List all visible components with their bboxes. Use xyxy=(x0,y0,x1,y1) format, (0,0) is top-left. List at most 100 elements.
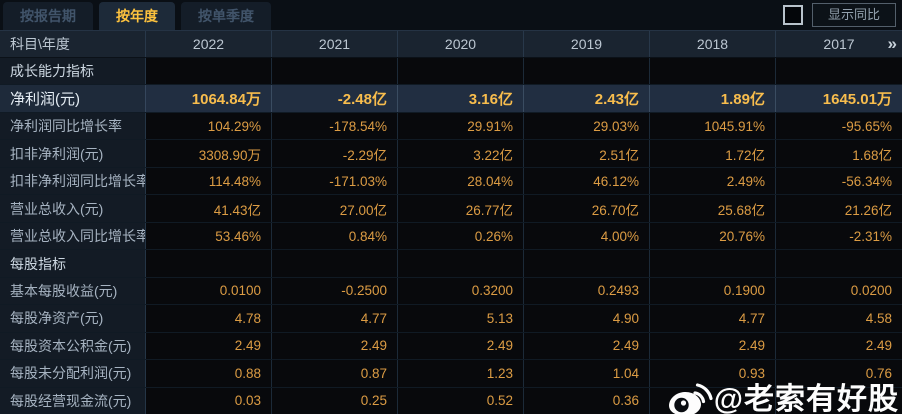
data-row: 每股未分配利润(元) 0.88 0.87 1.23 1.04 0.93 0.76 xyxy=(0,360,902,388)
value-cell: 27.00亿 xyxy=(272,195,398,222)
value-cell: 0.2493 xyxy=(524,277,650,305)
value-cell: 0.84% xyxy=(272,222,398,250)
value-cell: 2.49 xyxy=(146,332,272,360)
value-cell: 0.87 xyxy=(272,360,398,387)
value-cell: 104.29% xyxy=(146,112,272,140)
value-cell: 1045.91% xyxy=(650,112,776,140)
value-cell: 0.0100 xyxy=(146,277,272,305)
value-cell: 4.00% xyxy=(524,222,650,250)
year-column-header: 2022 xyxy=(146,31,272,57)
row-label: 净利润同比增长率 xyxy=(0,112,146,140)
row-label: 净利润(元) xyxy=(0,85,146,112)
tab-bar: 按报告期 按年度 按单季度 显示同比 xyxy=(0,0,902,30)
tab-by-year[interactable]: 按年度 xyxy=(99,2,175,30)
value-cell: -2.31% xyxy=(776,222,902,250)
data-row: 营业总收入同比增长率 53.46% 0.84% 0.26% 4.00% 20.76% -2.… xyxy=(0,222,902,251)
value-cell: 3308.90万 xyxy=(146,140,272,167)
row-label: 营业总收入同比增长率 xyxy=(0,222,146,250)
value-cell xyxy=(272,250,398,277)
value-cell: 1.68亿 xyxy=(776,140,902,167)
value-cell: 1645.01万 xyxy=(776,85,902,112)
value-cell: 3.16亿 xyxy=(398,85,524,112)
value-cell: 2.49% xyxy=(650,167,776,195)
row-label: 成长能力指标 xyxy=(0,58,146,85)
year-column-header: 2019 xyxy=(524,31,650,57)
value-cell: 25.68亿 xyxy=(650,195,776,222)
value-cell: 20.76% xyxy=(650,222,776,250)
data-row: 营业总收入(元) 41.43亿 27.00亿 26.77亿 26.70亿 25.68亿 21… xyxy=(0,195,902,223)
value-cell: -56.34% xyxy=(776,167,902,195)
value-cell: 2.49 xyxy=(398,332,524,360)
value-cell: 29.91% xyxy=(398,112,524,140)
value-cell: 0.1900 xyxy=(650,277,776,305)
data-row: 净利润(元) 1064.84万 -2.48亿 3.16亿 2.43亿 1.89亿 1645.… xyxy=(0,85,902,113)
value-cell: 29.03% xyxy=(524,112,650,140)
tab-by-report-period[interactable]: 按报告期 xyxy=(3,2,93,30)
value-cell: 0.52 xyxy=(398,387,524,414)
value-cell xyxy=(776,250,902,277)
value-cell xyxy=(650,58,776,85)
row-label: 扣非净利润同比增长率 xyxy=(0,167,146,195)
value-cell: 1.72亿 xyxy=(650,140,776,167)
value-cell: 46.12% xyxy=(524,167,650,195)
period-tab-group: 按报告期 按年度 按单季度 xyxy=(0,0,274,30)
row-label: 每股净资产(元) xyxy=(0,305,146,332)
data-row: 每股经营现金流(元) 0.03 0.25 0.52 0.36 xyxy=(0,387,902,414)
show-yoy-checkbox[interactable] xyxy=(782,5,803,25)
value-cell: 0.76 xyxy=(776,360,902,387)
data-row: 净利润同比增长率 104.29% -178.54% 29.91% 29.03% 1045.… xyxy=(0,112,902,141)
value-cell xyxy=(524,250,650,277)
year-column-header: 2018 xyxy=(650,31,776,57)
value-cell xyxy=(398,250,524,277)
value-cell: 53.46% xyxy=(146,222,272,250)
value-cell: 0.03 xyxy=(146,387,272,414)
financial-table: 科目\年度 2022 2021 2020 2019 2018 2017 » 成长能力指标 净利… xyxy=(0,30,902,414)
value-cell: 41.43亿 xyxy=(146,195,272,222)
table-body: 成长能力指标 净利润(元) 1064.84万 -2.48亿 3.16亿 2.43亿 1.89… xyxy=(0,58,902,414)
row-label: 营业总收入(元) xyxy=(0,195,146,222)
value-cell: 4.90 xyxy=(524,305,650,332)
value-cell: 2.49 xyxy=(650,332,776,360)
year-column-header: 2017 xyxy=(823,36,855,52)
value-cell: 0.88 xyxy=(146,360,272,387)
value-cell: 2.49 xyxy=(524,332,650,360)
value-cell: 5.13 xyxy=(398,305,524,332)
data-row: 每股资本公积金(元) 2.49 2.49 2.49 2.49 2.49 2.49 xyxy=(0,332,902,361)
value-cell xyxy=(776,387,902,414)
value-cell: 0.0200 xyxy=(776,277,902,305)
value-cell: 26.70亿 xyxy=(524,195,650,222)
value-cell: 1.23 xyxy=(398,360,524,387)
value-cell: 0.25 xyxy=(272,387,398,414)
value-cell: 28.04% xyxy=(398,167,524,195)
more-years-button[interactable]: » xyxy=(887,34,898,53)
year-column-header: 2020 xyxy=(398,31,524,57)
value-cell: -2.48亿 xyxy=(272,85,398,112)
section-row: 成长能力指标 xyxy=(0,58,902,86)
corner-header: 科目\年度 xyxy=(0,31,146,57)
value-cell xyxy=(650,250,776,277)
value-cell: 2.51亿 xyxy=(524,140,650,167)
value-cell: 1.89亿 xyxy=(650,85,776,112)
data-row: 扣非净利润同比增长率 114.48% -171.03% 28.04% 46.12% 2.4… xyxy=(0,167,902,196)
watermark: @老索有好股 xyxy=(667,374,899,414)
watermark-text: @老索有好股 xyxy=(713,383,899,414)
year-column-header: 2021 xyxy=(272,31,398,57)
value-cell xyxy=(146,58,272,85)
value-cell xyxy=(398,58,524,85)
value-cell: 1.04 xyxy=(524,360,650,387)
show-yoy-button[interactable]: 显示同比 xyxy=(811,3,896,27)
table-header-row: 科目\年度 2022 2021 2020 2019 2018 2017 » xyxy=(0,31,902,58)
data-row: 基本每股收益(元) 0.0100 -0.2500 0.3200 0.2493 0.1900… xyxy=(0,277,902,306)
value-cell: 4.77 xyxy=(272,305,398,332)
section-row: 每股指标 xyxy=(0,250,902,278)
value-cell: 4.78 xyxy=(146,305,272,332)
value-cell: -2.29亿 xyxy=(272,140,398,167)
value-cell: 3.22亿 xyxy=(398,140,524,167)
value-cell xyxy=(272,58,398,85)
value-cell: 0.3200 xyxy=(398,277,524,305)
value-cell: 0.36 xyxy=(524,387,650,414)
value-cell: 2.49 xyxy=(272,332,398,360)
tab-by-single-quarter[interactable]: 按单季度 xyxy=(181,2,271,30)
row-label: 扣非净利润(元) xyxy=(0,140,146,167)
